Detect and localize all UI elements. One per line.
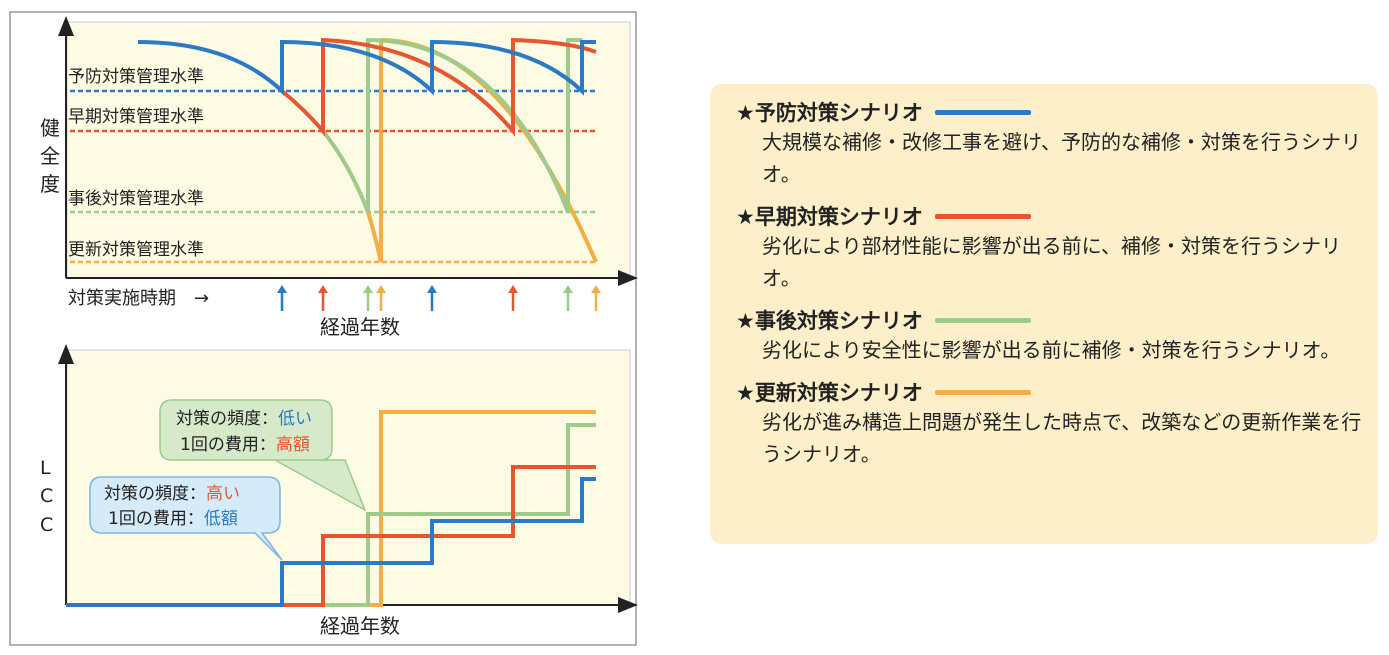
- callout-high-frequency: 対策の頻度：高い 1回の費用：低額: [89, 476, 283, 561]
- legend-swatch: [934, 109, 1031, 115]
- y-axis-label: 健: [40, 116, 60, 140]
- diagram: 予防対策管理水準 早期対策管理水準 事後対策管理水準 更新対策管理水準 健 全 …: [9, 11, 638, 646]
- arrow-up-icon: [363, 285, 373, 311]
- early-curve: [280, 37, 597, 137]
- timing-label: 対策実施時期 →: [68, 288, 209, 309]
- preventive-curve: [137, 39, 596, 96]
- arrow-up-icon: [277, 285, 287, 311]
- arrow-up-icon: [376, 285, 386, 311]
- level-label: 更新対策管理水準: [68, 240, 204, 260]
- scenario-title: ★予防対策シナリオ: [736, 101, 923, 125]
- scenario-renewal: ★更新対策シナリオ 劣化が進み構造上問題が発生した時点で、改築などの更新作業を行…: [736, 378, 1378, 470]
- preventive-lcc-line: [66, 477, 596, 607]
- arrow-up-icon: [508, 285, 518, 311]
- scenario-description: 劣化が進み構造上問題が発生した時点で、改築などの更新作業を行うシナリオ。: [762, 410, 1362, 466]
- svg-text:1回の費用：低額: 1回の費用：低額: [108, 509, 238, 529]
- callout-low-frequency: 対策の頻度：低い 1回の費用：高額: [159, 399, 367, 512]
- post-curve: [321, 37, 582, 213]
- scenario-title: ★早期対策シナリオ: [736, 205, 923, 229]
- scenario-description: 大規模な補修・改修工事を避け、予防的な補修・対策を行うシナリオ。: [762, 130, 1361, 186]
- health-chart: 予防対策管理水準 早期対策管理水準 事後対策管理水準 更新対策管理水準 健 全 …: [40, 16, 638, 339]
- level-label: 予防対策管理水準: [68, 67, 204, 87]
- scenario-preventive: ★予防対策シナリオ 大規模な補修・改修工事を避け、予防的な補修・対策を行うシナリ…: [736, 98, 1378, 190]
- scenario-post: ★事後対策シナリオ 劣化により安全性に影響が出る前に補修・対策を行うシナリオ。: [736, 306, 1378, 366]
- level-label: 事後対策管理水準: [68, 189, 204, 209]
- arrow-up-icon: [318, 285, 328, 311]
- scenario-legend: ★予防対策シナリオ 大規模な補修・改修工事を避け、予防的な補修・対策を行うシナリ…: [710, 84, 1378, 544]
- svg-text:1回の費用：高額: 1回の費用：高額: [180, 435, 310, 455]
- lcc-chart: L C C 対策の頻度：低い 1回の費用：高額 対策の頻度：高い 1回の費用：低…: [40, 344, 638, 638]
- legend-swatch: [934, 213, 1031, 219]
- scenario-early: ★早期対策シナリオ 劣化により部材性能に影響が出る前に、補修・対策を行うシナリオ…: [736, 202, 1378, 294]
- renewal-lcc-line: [368, 410, 596, 607]
- scenario-description: 劣化により部材性能に影響が出る前に、補修・対策を行うシナリオ。: [762, 234, 1341, 290]
- legend-swatch: [934, 317, 1031, 323]
- arrow-up-icon: [427, 285, 437, 311]
- x-axis-label: 経過年数: [320, 614, 400, 638]
- level-label: 早期対策管理水準: [68, 107, 204, 127]
- scenario-title: ★事後対策シナリオ: [736, 309, 923, 333]
- y-axis-label: L: [40, 457, 51, 479]
- y-axis-label: C: [40, 514, 53, 536]
- early-lcc-line: [282, 465, 596, 607]
- scenario-description: 劣化により安全性に影響が出る前に補修・対策を行うシナリオ。: [762, 338, 1341, 362]
- y-axis-label: 全: [40, 144, 60, 168]
- arrow-up-icon: [563, 285, 573, 311]
- legend-swatch: [934, 389, 1031, 395]
- post-lcc-line: [323, 423, 596, 607]
- timing-arrows: [277, 285, 601, 311]
- svg-text:対策の頻度：低い: 対策の頻度：低い: [176, 409, 312, 429]
- y-axis-label: C: [40, 485, 53, 507]
- scenario-title: ★更新対策シナリオ: [736, 381, 923, 405]
- svg-text:対策の頻度：高い: 対策の頻度：高い: [104, 484, 240, 504]
- arrow-up-icon: [591, 285, 601, 311]
- y-axis-label: 度: [40, 172, 60, 196]
- x-axis-label: 経過年数: [320, 315, 400, 339]
